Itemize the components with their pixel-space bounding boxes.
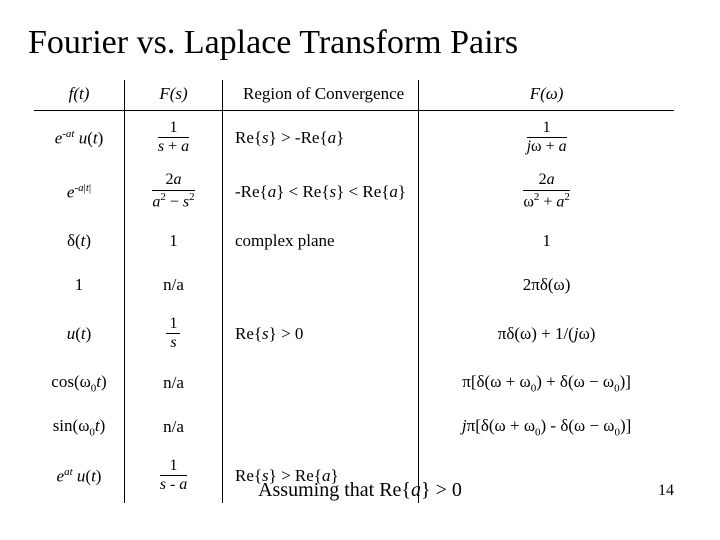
table-header-row: f(t) F(s) Region of Convergence F(ω) xyxy=(34,80,674,111)
cell-fs: n/a xyxy=(125,361,223,405)
cell-roc: Re{s} > -Re{a} xyxy=(222,111,418,166)
cell-ft: 1 xyxy=(34,263,125,307)
table-row: e-at u(t)1s + aRe{s} > -Re{a}1jω + a xyxy=(34,111,674,166)
cell-ft: u(t) xyxy=(34,307,125,361)
cell-fw: π[δ(ω + ω0) + δ(ω − ω0)] xyxy=(419,361,674,405)
footer-note: Assuming that Re{a} > 0 xyxy=(0,479,720,502)
page-title: Fourier vs. Laplace Transform Pairs xyxy=(28,24,692,62)
table-row: sin(ω0t)n/a jπ[δ(ω + ω0) - δ(ω − ω0)] xyxy=(34,405,674,449)
cell-fw: 1 xyxy=(419,219,674,263)
cell-fs: 1s + a xyxy=(125,111,223,166)
cell-ft: cos(ω0t) xyxy=(34,361,125,405)
footer-text: Assuming that Re{a} > 0 xyxy=(258,479,462,501)
cell-fs: 1s xyxy=(125,307,223,361)
col-header-fw: F(ω) xyxy=(419,80,674,111)
cell-roc xyxy=(222,263,418,307)
table-row: δ(t)1complex plane1 xyxy=(34,219,674,263)
slide: Fourier vs. Laplace Transform Pairs f(t)… xyxy=(0,0,720,540)
cell-ft: sin(ω0t) xyxy=(34,405,125,449)
col-header-roc: Region of Convergence xyxy=(222,80,418,111)
cell-roc xyxy=(222,361,418,405)
cell-roc: Re{s} > 0 xyxy=(222,307,418,361)
transform-table-wrap: f(t) F(s) Region of Convergence F(ω) e-a… xyxy=(34,80,674,503)
cell-roc: -Re{a} < Re{s} < Re{a} xyxy=(222,165,418,219)
transform-table: f(t) F(s) Region of Convergence F(ω) e-a… xyxy=(34,80,674,503)
cell-roc xyxy=(222,405,418,449)
cell-ft: e-at u(t) xyxy=(34,111,125,166)
table-row: 1n/a 2πδ(ω) xyxy=(34,263,674,307)
cell-fs: 1 xyxy=(125,219,223,263)
table-row: u(t)1sRe{s} > 0πδ(ω) + 1/(jω) xyxy=(34,307,674,361)
col-header-ft: f(t) xyxy=(34,80,125,111)
cell-roc: complex plane xyxy=(222,219,418,263)
cell-fs: 2aa2 − s2 xyxy=(125,165,223,219)
cell-fw: 1jω + a xyxy=(419,111,674,166)
cell-fw: 2πδ(ω) xyxy=(419,263,674,307)
table-row: e-a|t|2aa2 − s2-Re{a} < Re{s} < Re{a}2aω… xyxy=(34,165,674,219)
cell-ft: δ(t) xyxy=(34,219,125,263)
table-row: cos(ω0t)n/a π[δ(ω + ω0) + δ(ω − ω0)] xyxy=(34,361,674,405)
cell-fs: n/a xyxy=(125,405,223,449)
cell-fw: πδ(ω) + 1/(jω) xyxy=(419,307,674,361)
table-body: e-at u(t)1s + aRe{s} > -Re{a}1jω + ae-a|… xyxy=(34,111,674,504)
col-header-fs: F(s) xyxy=(125,80,223,111)
cell-ft: e-a|t| xyxy=(34,165,125,219)
cell-fw: 2aω2 + a2 xyxy=(419,165,674,219)
cell-fs: n/a xyxy=(125,263,223,307)
page-number: 14 xyxy=(658,482,674,500)
cell-fw: jπ[δ(ω + ω0) - δ(ω − ω0)] xyxy=(419,405,674,449)
